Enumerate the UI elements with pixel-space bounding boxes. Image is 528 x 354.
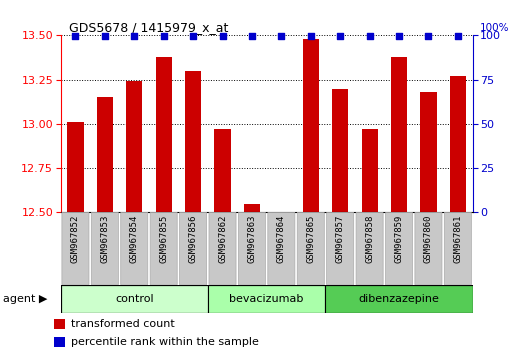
FancyBboxPatch shape xyxy=(91,212,118,285)
Bar xyxy=(156,57,172,212)
Bar xyxy=(244,204,260,212)
Text: GDS5678 / 1415979_x_at: GDS5678 / 1415979_x_at xyxy=(69,21,228,34)
Point xyxy=(424,33,432,39)
Text: GSM967862: GSM967862 xyxy=(218,215,227,263)
Point xyxy=(218,33,227,39)
Text: GSM967861: GSM967861 xyxy=(454,215,463,263)
Bar xyxy=(332,88,348,212)
FancyBboxPatch shape xyxy=(385,212,412,285)
Bar xyxy=(126,81,143,212)
Text: 100%: 100% xyxy=(479,23,509,33)
FancyBboxPatch shape xyxy=(415,212,442,285)
Text: GSM967858: GSM967858 xyxy=(365,215,374,263)
FancyBboxPatch shape xyxy=(445,212,472,285)
FancyBboxPatch shape xyxy=(268,212,295,285)
Text: GSM967853: GSM967853 xyxy=(100,215,109,263)
Text: GSM967860: GSM967860 xyxy=(424,215,433,263)
Point xyxy=(365,33,374,39)
FancyBboxPatch shape xyxy=(150,212,177,285)
FancyBboxPatch shape xyxy=(297,212,324,285)
Text: bevacizumab: bevacizumab xyxy=(230,294,304,304)
FancyBboxPatch shape xyxy=(356,212,383,285)
FancyBboxPatch shape xyxy=(239,212,266,285)
Bar xyxy=(208,285,325,313)
Bar xyxy=(185,71,201,212)
Point xyxy=(130,33,138,39)
Bar xyxy=(450,76,466,212)
Bar xyxy=(362,129,378,212)
Bar xyxy=(54,337,65,347)
Text: GSM967865: GSM967865 xyxy=(306,215,315,263)
Bar xyxy=(214,129,231,212)
Point xyxy=(101,33,109,39)
Point xyxy=(159,33,168,39)
Point xyxy=(336,33,344,39)
Text: percentile rank within the sample: percentile rank within the sample xyxy=(71,337,259,347)
Text: GSM967856: GSM967856 xyxy=(188,215,197,263)
Bar xyxy=(54,319,65,329)
Text: GSM967859: GSM967859 xyxy=(394,215,403,263)
Point xyxy=(395,33,403,39)
Point xyxy=(248,33,256,39)
Point xyxy=(277,33,286,39)
Text: GSM967857: GSM967857 xyxy=(336,215,345,263)
Bar xyxy=(325,285,473,313)
FancyBboxPatch shape xyxy=(180,212,206,285)
Text: transformed count: transformed count xyxy=(71,319,175,329)
Text: agent ▶: agent ▶ xyxy=(3,294,47,304)
Bar xyxy=(391,57,407,212)
Text: GSM967852: GSM967852 xyxy=(71,215,80,263)
Text: dibenzazepine: dibenzazepine xyxy=(359,294,439,304)
FancyBboxPatch shape xyxy=(327,212,354,285)
Bar xyxy=(97,97,113,212)
Text: control: control xyxy=(115,294,154,304)
Bar xyxy=(61,285,208,313)
Text: GSM967855: GSM967855 xyxy=(159,215,168,263)
Bar xyxy=(68,122,83,212)
Point xyxy=(307,33,315,39)
Point xyxy=(189,33,197,39)
FancyBboxPatch shape xyxy=(121,212,148,285)
Bar xyxy=(303,39,319,212)
Text: GSM967854: GSM967854 xyxy=(130,215,139,263)
Bar xyxy=(420,92,437,212)
Text: GSM967864: GSM967864 xyxy=(277,215,286,263)
FancyBboxPatch shape xyxy=(209,212,236,285)
Text: GSM967863: GSM967863 xyxy=(248,215,257,263)
Point xyxy=(71,33,80,39)
Point xyxy=(454,33,462,39)
FancyBboxPatch shape xyxy=(62,212,89,285)
